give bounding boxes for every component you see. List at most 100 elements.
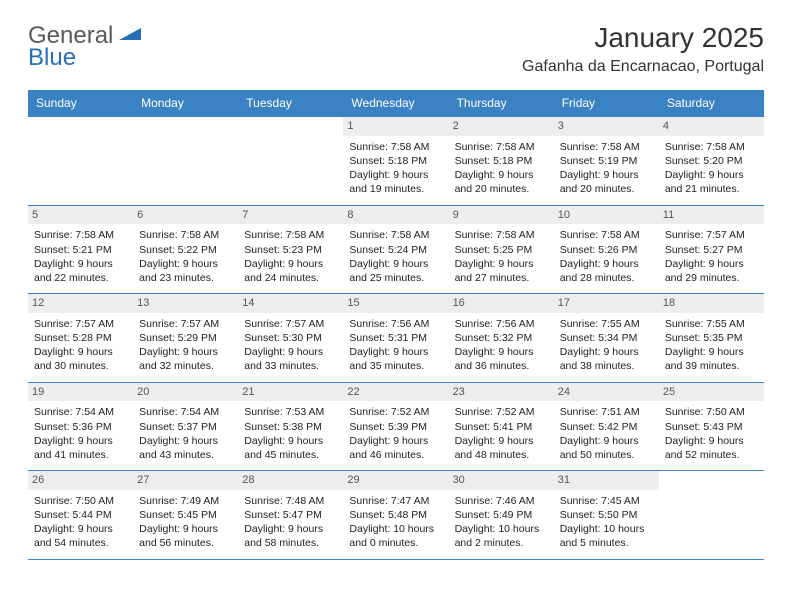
daylight-line: Daylight: 9 hours [665,434,758,448]
sunset-line: Sunset: 5:19 PM [560,154,653,168]
day-cell: 15Sunrise: 7:56 AMSunset: 5:31 PMDayligh… [343,294,448,383]
day-cell: 7Sunrise: 7:58 AMSunset: 5:23 PMDaylight… [238,205,343,294]
sunset-line: Sunset: 5:49 PM [455,508,548,522]
day-cell: 2Sunrise: 7:58 AMSunset: 5:18 PMDaylight… [449,117,554,206]
day-number: 22 [343,383,448,402]
sunrise-line: Sunrise: 7:50 AM [34,494,127,508]
day-cell: 26 Sunrise: 7:50 AMSunset: 5:44 PMDayligh… [28,471,133,560]
sunrise-line: Sunrise: 7:58 AM [34,228,127,242]
day-number: 2 [449,117,554,136]
weekday-header: Sunday [28,90,133,117]
header: General January 2025 Gafanha da Encarnac… [28,22,764,76]
daylight-line-2: and 20 minutes. [560,182,653,196]
week-row: 19Sunrise: 7:54 AMSunset: 5:36 PMDayligh… [28,382,764,471]
sunrise-line: Sunrise: 7:58 AM [560,228,653,242]
day-cell: 11Sunrise: 7:57 AMSunset: 5:27 PMDayligh… [659,205,764,294]
sunrise-line: Sunrise: 7:52 AM [349,405,442,419]
day-cell [133,117,238,206]
daylight-line: Daylight: 10 hours [455,522,548,536]
day-cell [238,117,343,206]
day-number: 20 [133,383,238,402]
sunrise-line: Sunrise: 7:58 AM [665,140,758,154]
weekday-row: SundayMondayTuesdayWednesdayThursdayFrid… [28,90,764,117]
daylight-line-2: and 50 minutes. [560,448,653,462]
day-cell: 21Sunrise: 7:53 AMSunset: 5:38 PMDayligh… [238,382,343,471]
daylight-line-2: and 30 minutes. [34,359,127,373]
week-row: 26Sunrise: 7:50 AMSunset: 5:44 PMDayligh… [28,471,764,560]
daylight-line: Daylight: 10 hours [560,522,653,536]
day-cell [659,471,764,560]
sunset-line: Sunset: 5:35 PM [665,331,758,345]
daylight-line-2: and 36 minutes. [455,359,548,373]
day-cell: 30 Sunrise: 7:46 AMSunset: 5:49 PMDayligh… [449,471,554,560]
daylight-line-2: and 35 minutes. [349,359,442,373]
sunrise-line: Sunrise: 7:55 AM [665,317,758,331]
day-number: 28 [238,471,343,490]
day-number: 11 [659,206,764,225]
calendar-table: SundayMondayTuesdayWednesdayThursdayFrid… [28,90,764,560]
daylight-line-2: and 2 minutes. [455,536,548,550]
title-block: January 2025 Gafanha da Encarnacao, Port… [522,22,764,76]
sunset-line: Sunset: 5:44 PM [34,508,127,522]
day-cell [28,117,133,206]
daylight-line: Daylight: 9 hours [139,345,232,359]
day-number: 31 [554,471,659,490]
sunrise-line: Sunrise: 7:58 AM [349,228,442,242]
weekday-header: Tuesday [238,90,343,117]
day-number: 30 [449,471,554,490]
sunrise-line: Sunrise: 7:53 AM [244,405,337,419]
daylight-line-2: and 19 minutes. [349,182,442,196]
daylight-line: Daylight: 9 hours [665,257,758,271]
sunrise-line: Sunrise: 7:54 AM [139,405,232,419]
day-number: 25 [659,383,764,402]
daylight-line: Daylight: 9 hours [665,168,758,182]
daylight-line-2: and 24 minutes. [244,271,337,285]
sunset-line: Sunset: 5:20 PM [665,154,758,168]
logo-text-blue: Blue [28,44,76,71]
day-number: 13 [133,294,238,313]
day-number: 21 [238,383,343,402]
day-number: 16 [449,294,554,313]
daylight-line: Daylight: 9 hours [349,434,442,448]
sunrise-line: Sunrise: 7:45 AM [560,494,653,508]
sunrise-line: Sunrise: 7:46 AM [455,494,548,508]
sunrise-line: Sunrise: 7:58 AM [139,228,232,242]
day-number: 27 [133,471,238,490]
daylight-line-2: and 45 minutes. [244,448,337,462]
daylight-line-2: and 48 minutes. [455,448,548,462]
sunset-line: Sunset: 5:22 PM [139,243,232,257]
day-cell: 3Sunrise: 7:58 AMSunset: 5:19 PMDaylight… [554,117,659,206]
day-number: 12 [28,294,133,313]
daylight-line-2: and 28 minutes. [560,271,653,285]
daylight-line: Daylight: 9 hours [34,522,127,536]
sunset-line: Sunset: 5:39 PM [349,420,442,434]
daylight-line: Daylight: 10 hours [349,522,442,536]
day-number: 10 [554,206,659,225]
daylight-line-2: and 33 minutes. [244,359,337,373]
day-cell: 23Sunrise: 7:52 AMSunset: 5:41 PMDayligh… [449,382,554,471]
calendar-page: General January 2025 Gafanha da Encarnac… [0,0,792,582]
day-cell: 6Sunrise: 7:58 AMSunset: 5:22 PMDaylight… [133,205,238,294]
daylight-line: Daylight: 9 hours [455,257,548,271]
sunset-line: Sunset: 5:29 PM [139,331,232,345]
logo-triangle-icon [119,24,141,45]
sunrise-line: Sunrise: 7:58 AM [455,228,548,242]
daylight-line: Daylight: 9 hours [560,434,653,448]
day-cell: 17Sunrise: 7:55 AMSunset: 5:34 PMDayligh… [554,294,659,383]
sunset-line: Sunset: 5:48 PM [349,508,442,522]
day-number: 4 [659,117,764,136]
day-cell: 29Sunrise: 7:47 AMSunset: 5:48 PMDayligh… [343,471,448,560]
daylight-line-2: and 38 minutes. [560,359,653,373]
weekday-header: Monday [133,90,238,117]
sunset-line: Sunset: 5:45 PM [139,508,232,522]
weekday-header: Friday [554,90,659,117]
week-row: 12Sunrise: 7:57 AMSunset: 5:28 PMDayligh… [28,294,764,383]
daylight-line: Daylight: 9 hours [560,257,653,271]
daylight-line: Daylight: 9 hours [349,345,442,359]
daylight-line: Daylight: 9 hours [139,434,232,448]
sunset-line: Sunset: 5:41 PM [455,420,548,434]
day-number: 26 [28,471,133,490]
sunrise-line: Sunrise: 7:47 AM [349,494,442,508]
sunrise-line: Sunrise: 7:55 AM [560,317,653,331]
sunset-line: Sunset: 5:37 PM [139,420,232,434]
